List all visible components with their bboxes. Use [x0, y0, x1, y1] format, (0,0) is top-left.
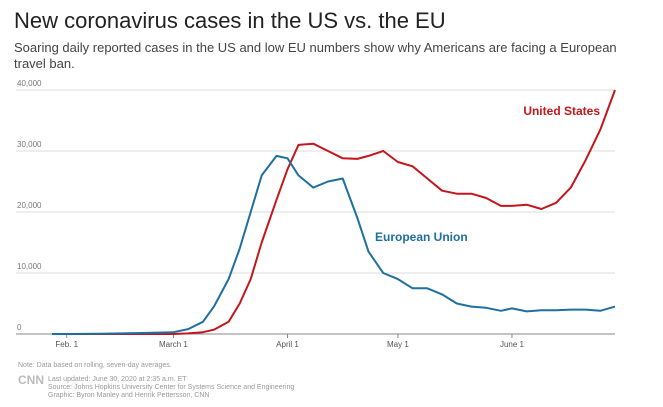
y-tick-label: 10,000	[17, 262, 42, 271]
x-tick-label: May 1	[387, 340, 409, 349]
chart-title: New coronavirus cases in the US vs. the …	[14, 8, 446, 33]
series-label: United States	[523, 104, 600, 118]
x-tick-label: March 1	[159, 340, 188, 349]
y-tick-label: 0	[17, 323, 22, 332]
footer-line: Graphic: Byron Manley and Henrik Petters…	[48, 392, 209, 399]
footer-line: Source: Johns Hopkins University Center …	[48, 384, 294, 391]
x-tick-label: Feb. 1	[55, 340, 78, 349]
logo: CNN	[18, 373, 44, 387]
footer-line: Last updated: June 30, 2020 at 2:35 a.m.…	[48, 376, 187, 383]
series-line	[52, 89, 616, 335]
note: Note: Data based on rolling, seven-day a…	[18, 362, 172, 369]
y-tick-label: 30,000	[17, 140, 42, 149]
y-tick-label: 20,000	[17, 201, 42, 210]
chart-subtitle: Soaring daily reported cases in the US a…	[14, 40, 617, 71]
x-tick-label: June 1	[500, 340, 525, 349]
y-tick-label: 40,000	[17, 79, 42, 88]
subtitle-box: Soaring daily reported cases in the US a…	[14, 40, 617, 71]
series-label: European Union	[375, 230, 468, 244]
x-tick-label: April 1	[276, 340, 299, 349]
series-line	[52, 154, 616, 335]
